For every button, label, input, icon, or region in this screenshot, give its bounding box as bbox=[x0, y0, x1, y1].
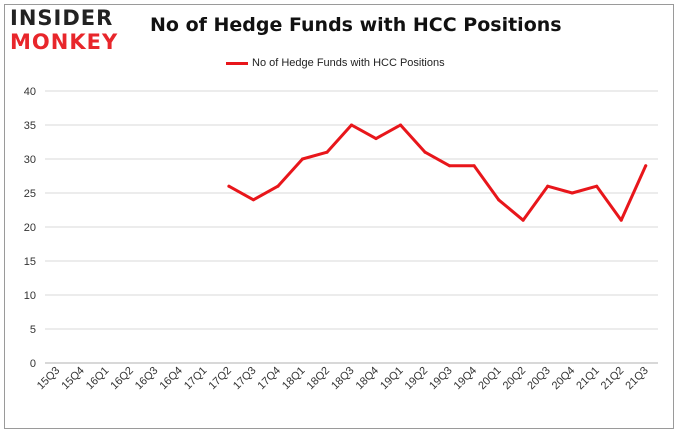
y-tick-label: 10 bbox=[24, 290, 36, 302]
data-point bbox=[423, 150, 427, 154]
y-tick-label: 0 bbox=[30, 358, 36, 370]
y-tick-label: 30 bbox=[24, 154, 36, 166]
y-tick-label: 15 bbox=[24, 256, 36, 268]
y-tick-label: 25 bbox=[24, 188, 36, 200]
y-tick-label: 40 bbox=[24, 86, 36, 98]
data-point bbox=[251, 198, 255, 202]
x-tick-label: 16Q3 bbox=[133, 365, 161, 393]
data-point bbox=[276, 184, 280, 188]
x-tick-label: 18Q2 bbox=[305, 365, 333, 393]
x-tick-label: 20Q3 bbox=[525, 365, 553, 393]
y-tick-label: 5 bbox=[30, 324, 36, 336]
data-point bbox=[448, 164, 452, 168]
x-tick-label: 21Q2 bbox=[599, 365, 627, 393]
chart-frame bbox=[4, 4, 674, 429]
x-tick-label: 16Q1 bbox=[84, 365, 112, 393]
data-point bbox=[644, 164, 648, 168]
data-point bbox=[497, 198, 501, 202]
x-tick-label: 16Q4 bbox=[157, 365, 185, 393]
x-tick-label: 20Q2 bbox=[501, 365, 529, 393]
data-point bbox=[619, 218, 623, 222]
data-point bbox=[570, 191, 574, 195]
x-tick-label: 19Q4 bbox=[452, 365, 480, 393]
x-tick-label: 20Q4 bbox=[550, 365, 578, 393]
x-tick-label: 17Q4 bbox=[256, 365, 284, 393]
legend-label: No of Hedge Funds with HCC Positions bbox=[252, 57, 445, 69]
data-point bbox=[350, 123, 353, 127]
chart-title: No of Hedge Funds with HCC Positions bbox=[150, 14, 562, 36]
x-tick-label: 17Q2 bbox=[206, 365, 234, 393]
x-tick-label: 18Q1 bbox=[280, 365, 308, 393]
x-tick-label: 21Q1 bbox=[574, 365, 602, 393]
data-point bbox=[374, 137, 378, 141]
x-tick-label: 17Q3 bbox=[231, 365, 259, 393]
legend-swatch bbox=[226, 61, 248, 65]
insider-monkey-logo: INSIDER MONKEY bbox=[10, 6, 128, 58]
series-line bbox=[227, 123, 648, 222]
x-tick-label: 19Q3 bbox=[427, 365, 455, 393]
y-tick-label: 35 bbox=[24, 120, 36, 132]
logo-line-1: INSIDER bbox=[10, 6, 114, 30]
x-tick-label: 17Q1 bbox=[182, 365, 210, 393]
chart-legend: No of Hedge Funds with HCC Positions bbox=[226, 56, 445, 70]
logo-line-2: MONKEY bbox=[10, 30, 119, 54]
data-point bbox=[546, 184, 550, 188]
x-tick-label: 16Q2 bbox=[108, 365, 136, 393]
x-tick-label: 19Q1 bbox=[378, 365, 406, 393]
x-tick-label: 15Q4 bbox=[59, 365, 87, 393]
data-point bbox=[227, 184, 231, 188]
data-point bbox=[521, 218, 525, 222]
y-tick-label: 20 bbox=[24, 222, 36, 234]
data-point bbox=[399, 123, 403, 127]
data-point bbox=[472, 164, 476, 168]
data-point bbox=[325, 150, 329, 154]
x-tick-label: 18Q3 bbox=[329, 365, 357, 393]
x-tick-label: 20Q1 bbox=[476, 365, 504, 393]
data-point bbox=[300, 157, 304, 161]
x-tick-label: 21Q3 bbox=[623, 365, 651, 393]
x-tick-label: 15Q3 bbox=[35, 365, 63, 393]
x-tick-label: 19Q2 bbox=[403, 365, 431, 393]
data-point bbox=[595, 184, 599, 188]
x-tick-label: 18Q4 bbox=[354, 365, 382, 393]
